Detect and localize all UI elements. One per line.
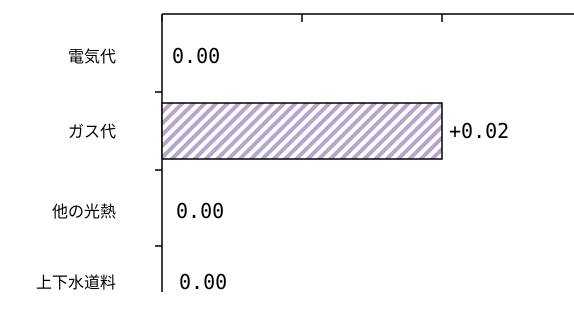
data-label: 0.00 bbox=[176, 199, 224, 223]
bar bbox=[161, 102, 443, 160]
category-label: ガス代 bbox=[68, 122, 116, 141]
bars bbox=[161, 102, 443, 160]
category-label: 上下水道料 bbox=[36, 273, 116, 292]
labels: 電気代 0.00 ガス代 +0.02 他の光熱 0.00 上下水道料 0.00 bbox=[36, 44, 509, 294]
category-label: 電気代 bbox=[68, 47, 116, 66]
data-label: 0.00 bbox=[179, 270, 227, 294]
data-label: 0.00 bbox=[172, 44, 220, 68]
category-label: 他の光熱 bbox=[52, 202, 116, 221]
data-label: +0.02 bbox=[449, 119, 509, 143]
